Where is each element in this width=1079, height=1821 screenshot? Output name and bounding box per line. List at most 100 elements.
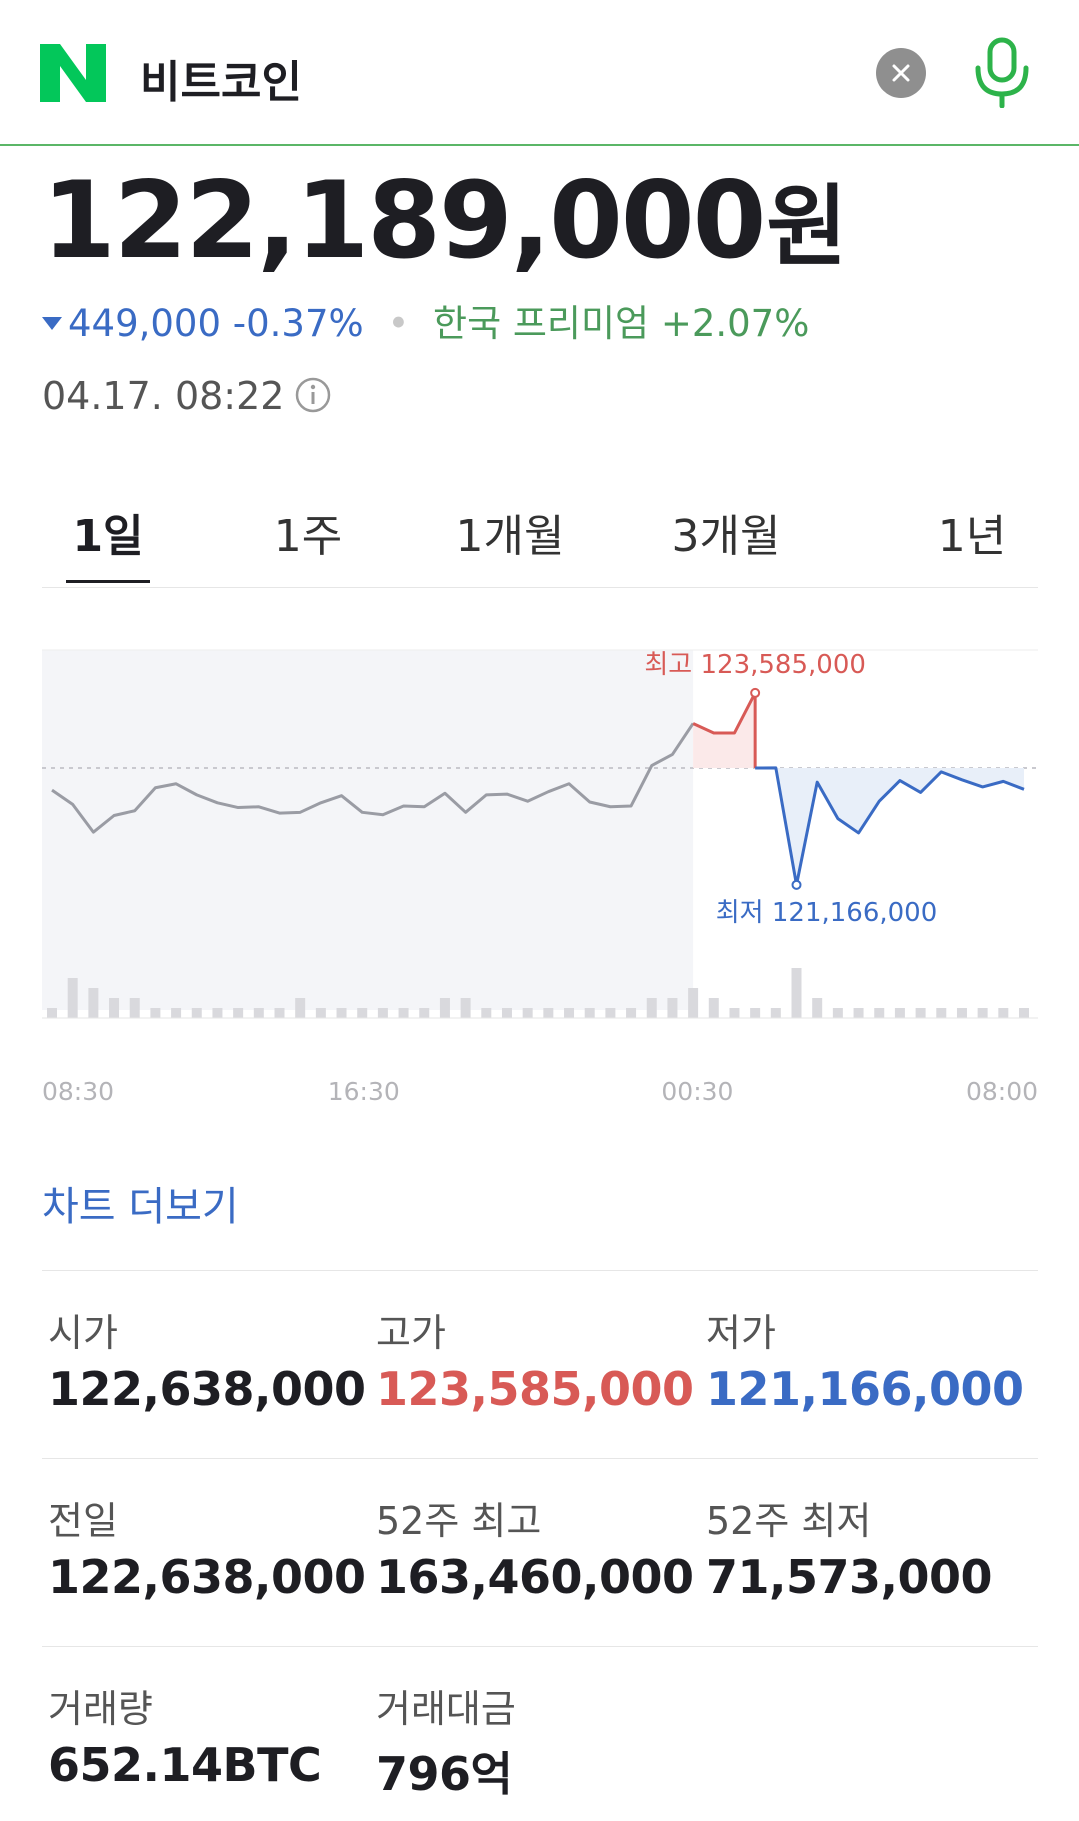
current-price: 122,189,000원 (42, 168, 847, 274)
volume-bar (750, 1008, 761, 1018)
volume-bar (708, 998, 719, 1018)
stat-volume-value: 652.14BTC (48, 1738, 322, 1792)
x-tick-label: 08:00 (966, 1077, 1038, 1106)
volume-bar (729, 1008, 740, 1018)
tab-1week[interactable]: 1주 (273, 511, 343, 562)
volume-bar (584, 1008, 595, 1018)
volume-bar (956, 1008, 967, 1018)
low-label: 최저 121,166,000 (716, 898, 938, 928)
tab-1day[interactable]: 1일 (72, 511, 144, 562)
stat-52w-high-label: 52주 최고 (376, 1499, 542, 1543)
premium-label: 한국 프리미엄 (433, 302, 650, 345)
stat-low-value: 121,166,000 (706, 1362, 1024, 1416)
volume-bar (626, 1008, 637, 1018)
volume-bar (832, 1008, 843, 1018)
volume-bar (481, 1008, 492, 1018)
naver-n-logo-icon[interactable] (40, 44, 106, 102)
above-reference-fill (693, 692, 756, 769)
volume-bar (336, 1008, 347, 1018)
stats-divider (42, 1458, 1038, 1459)
tab-3months[interactable]: 3개월 (671, 511, 781, 562)
volume-bar (150, 1008, 161, 1018)
volume-bar (67, 978, 78, 1018)
volume-bar (543, 1008, 554, 1018)
volume-bar (109, 998, 120, 1018)
volume-bar (398, 1008, 409, 1018)
search-header: 비트코인 (0, 0, 1079, 146)
price-chart[interactable]: 최고 123,585,000 최저 121,166,000 08:30 16:30 00… (42, 640, 1038, 1120)
down-arrow-icon (42, 317, 62, 330)
volume-bar (253, 1008, 264, 1018)
volume-bar (894, 1008, 905, 1018)
search-query[interactable]: 비트코인 (140, 57, 302, 108)
stat-open-label: 시가 (48, 1311, 118, 1355)
volume-bar (501, 1008, 512, 1018)
volume-bar (129, 998, 140, 1018)
volume-bar (233, 1008, 244, 1018)
price-line-past (51, 722, 695, 834)
price-change: 449,000 -0.37% (42, 302, 375, 345)
volume-bar (564, 1008, 575, 1018)
stat-open-value: 122,638,000 (48, 1362, 366, 1416)
x-tick-label: 08:30 (42, 1077, 114, 1106)
x-tick-label: 16:30 (328, 1077, 400, 1106)
separator-dot: • (387, 302, 410, 345)
stat-high-label: 고가 (376, 1311, 446, 1355)
timestamp: 04.17. 08:22 (42, 374, 285, 418)
volume-bar (688, 988, 699, 1018)
below-reference-fill (755, 768, 1024, 885)
volume-bar (439, 998, 450, 1018)
clear-search-button[interactable] (876, 48, 926, 98)
volume-bar (874, 1008, 885, 1018)
period-tabs: 1일 1주 1개월 3개월 1년 (42, 488, 1038, 588)
volume-bar (47, 1008, 57, 1018)
stat-prev-close-value: 122,638,000 (48, 1550, 366, 1604)
chart-more-link[interactable]: 차트 더보기 (42, 1184, 239, 1230)
stat-52w-low-label: 52주 최저 (706, 1499, 872, 1543)
volume-bar (770, 1008, 781, 1018)
volume-bar (522, 1008, 533, 1018)
stat-low-label: 저가 (706, 1311, 776, 1355)
volume-bar (295, 998, 306, 1018)
volume-bar (212, 1008, 223, 1018)
volume-bar (791, 968, 802, 1018)
past-period-shade (42, 650, 694, 1010)
volume-bar (88, 988, 99, 1018)
price-change-row: 449,000 -0.37% • 한국 프리미엄 +2.07% (42, 300, 809, 348)
stats-divider (42, 1646, 1038, 1647)
premium-value: +2.07% (660, 302, 810, 345)
x-tick-label: 00:30 (661, 1077, 733, 1106)
close-icon (892, 64, 910, 82)
volume-bar (605, 1008, 616, 1018)
stat-52w-low-value: 71,573,000 (706, 1550, 993, 1604)
stat-prev-close-label: 전일 (48, 1499, 118, 1543)
volume-bar (646, 998, 657, 1018)
volume-bar (915, 1008, 926, 1018)
volume-bar (998, 1008, 1009, 1018)
price-line-down (755, 766, 1025, 887)
high-marker (750, 687, 761, 698)
volume-bar (853, 1008, 864, 1018)
volume-bar (977, 1008, 988, 1018)
stat-trade-value-value: 796억 (376, 1747, 513, 1801)
high-label: 최고 123,585,000 (644, 650, 866, 680)
volume-bar (274, 1008, 285, 1018)
volume-bar (357, 1008, 368, 1018)
info-icon[interactable] (294, 376, 332, 414)
tab-1year[interactable]: 1년 (937, 511, 1007, 562)
volume-bar (377, 1008, 388, 1018)
price-value: 122,189,000 (42, 159, 766, 282)
volume-bar (812, 998, 823, 1018)
korea-premium[interactable]: 한국 프리미엄 +2.07% (433, 302, 809, 345)
volume-bar (419, 1008, 430, 1018)
price-line-up (692, 691, 757, 769)
volume-bar (1019, 1008, 1029, 1018)
volume-bar (315, 1008, 326, 1018)
microphone-icon[interactable] (972, 36, 1032, 108)
volume-bar (460, 998, 471, 1018)
stat-52w-high-value: 163,460,000 (376, 1550, 694, 1604)
timestamp-row: 04.17. 08:22 (42, 372, 332, 420)
change-percent: -0.37% (232, 302, 364, 345)
tab-1month[interactable]: 1개월 (455, 511, 565, 562)
price-unit: 원 (766, 175, 847, 278)
